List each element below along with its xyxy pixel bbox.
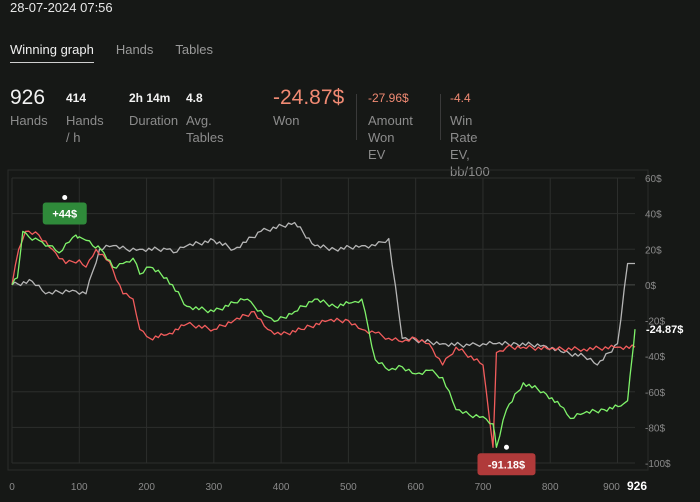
- tab-tables[interactable]: Tables: [175, 42, 213, 57]
- session-datetime: 28-07-2024 07:56: [10, 0, 113, 15]
- x-tick-label: 700: [475, 482, 492, 493]
- x-tick-label: 300: [205, 482, 222, 493]
- stat-avg-tables: 4.8 Avg. Tables: [186, 86, 224, 146]
- y-tick-label: -80$: [645, 423, 665, 434]
- stat-hands-per-hour-label: Hands / h: [66, 113, 104, 145]
- x-end-label: 926: [627, 479, 647, 493]
- stats-divider: [356, 94, 357, 140]
- y-tick-label: -20$: [645, 317, 665, 328]
- stat-win-rate-ev-label: Win Rate EV, bb/100: [450, 112, 490, 180]
- y-tick-label: -100$: [645, 459, 671, 470]
- x-tick-label: 200: [138, 482, 155, 493]
- stat-duration-value: 2h 14m: [129, 91, 171, 105]
- tab-winning-graph[interactable]: Winning graph: [10, 42, 94, 63]
- stat-amount-won-ev: -27.96$ Amount Won EV: [368, 86, 413, 163]
- stat-duration: 2h 14m Duration: [129, 86, 178, 129]
- stat-duration-label: Duration: [129, 113, 179, 128]
- x-tick-label: 600: [407, 482, 424, 493]
- min-badge-label: -91.18$: [488, 459, 525, 471]
- y-tick-label: -40$: [645, 352, 665, 363]
- stat-won-label: Won: [273, 113, 300, 128]
- x-tick-label: 100: [71, 482, 88, 493]
- series-line-won: [11, 230, 636, 448]
- tab-hands[interactable]: Hands: [115, 42, 154, 57]
- x-tick-label: 0: [9, 482, 15, 493]
- y-tick-label: 0$: [645, 281, 657, 292]
- stat-hands-value: 926: [10, 86, 46, 109]
- stat-hands-label: Hands: [10, 113, 48, 128]
- y-tick-label: 20$: [645, 245, 662, 256]
- stats-divider: [440, 94, 441, 140]
- stat-win-rate-ev-label-line2: bb/100: [450, 164, 490, 179]
- stat-amount-won-ev-label-line2: EV: [368, 147, 386, 162]
- stat-win-rate-ev: -4.4 Win Rate EV, bb/100: [450, 86, 490, 180]
- stat-amount-won-ev-value: -27.96$: [368, 91, 409, 105]
- stat-hands-per-hour-value: 414: [66, 91, 87, 105]
- series-line-showdown: [11, 221, 635, 366]
- x-tick-label: 800: [542, 482, 559, 493]
- y-tick-label: 60$: [645, 174, 662, 185]
- y-tick-label: 40$: [645, 210, 662, 221]
- chart-frame: [7, 169, 649, 471]
- stat-avg-tables-value: 4.8: [186, 91, 203, 105]
- stat-win-rate-ev-value: -4.4: [450, 91, 471, 105]
- stat-hands: 926 Hands: [10, 86, 48, 129]
- min-point: [503, 444, 509, 450]
- stat-won-value: -24.87$: [273, 86, 345, 109]
- stat-avg-tables-label: Avg. Tables: [186, 113, 224, 145]
- x-tick-label: 900: [603, 482, 620, 493]
- stat-hands-per-hour: 414 Hands / h: [66, 86, 104, 146]
- stat-won: -24.87$ Won: [273, 86, 344, 129]
- max-point: [62, 195, 68, 200]
- min-badge: [477, 453, 536, 476]
- x-tick-label: 400: [273, 482, 290, 493]
- max-badge: [42, 202, 87, 225]
- stat-amount-won-ev-label-line1: Amount Won: [368, 113, 413, 145]
- series-line-ev: [11, 230, 636, 448]
- stat-win-rate-ev-label-line1: Win Rate EV,: [450, 113, 478, 162]
- y-tick-label: -60$: [645, 388, 665, 399]
- max-badge-label: +44$: [52, 209, 77, 221]
- tab-bar: Winning graph Hands Tables: [10, 42, 213, 63]
- end-value-label: -24.87$: [646, 324, 683, 336]
- x-tick-label: 500: [340, 482, 357, 493]
- stat-amount-won-ev-label: Amount Won EV: [368, 112, 413, 163]
